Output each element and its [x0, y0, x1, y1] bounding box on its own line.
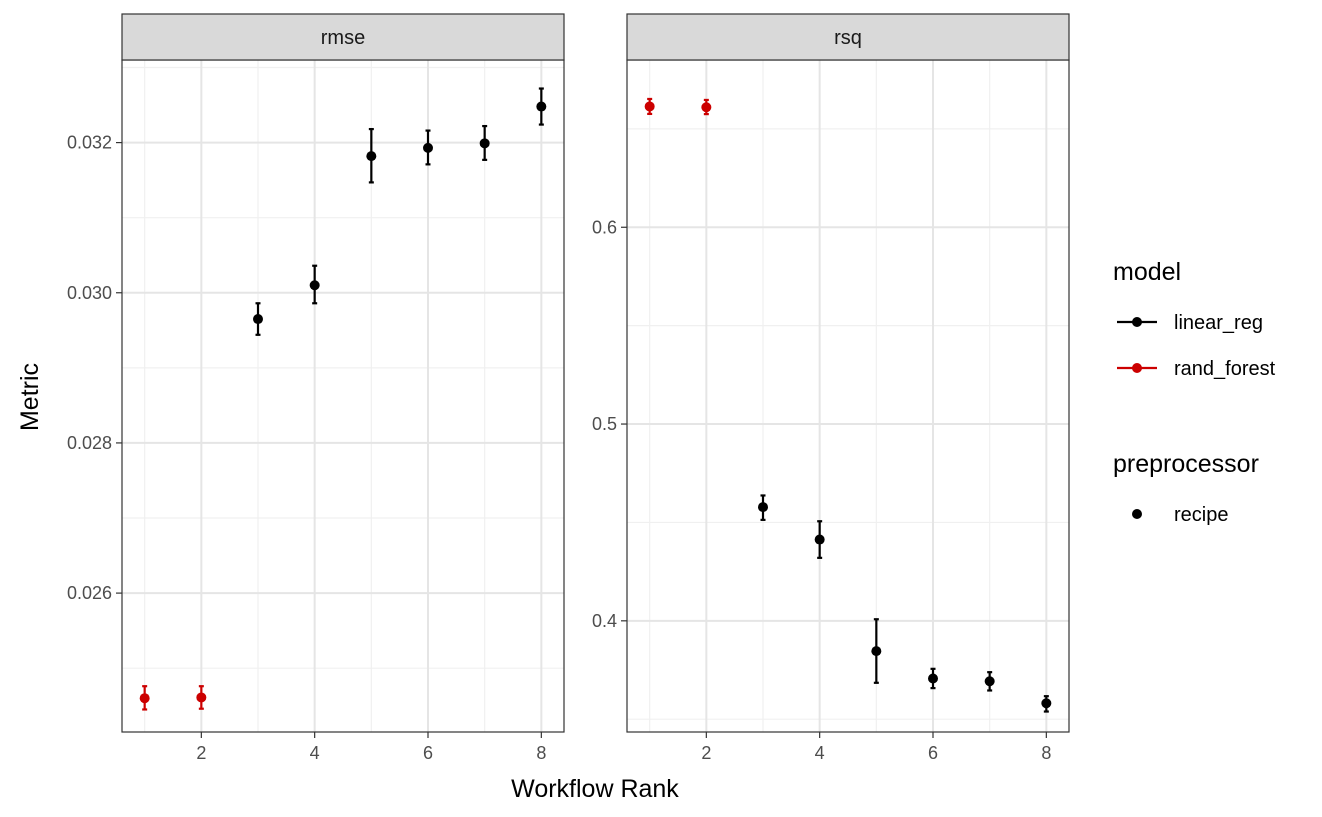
facet-strip-label: rsq: [834, 27, 862, 49]
x-tick-label: 2: [701, 743, 711, 763]
data-point-rand_forest: [644, 101, 655, 112]
data-point-linear_reg: [814, 534, 825, 545]
y-tick-label: 0.4: [592, 611, 617, 631]
data-point-linear_reg: [309, 280, 320, 291]
data-point-linear_reg: [479, 138, 490, 149]
legend-key-rand-forest: [1117, 363, 1157, 373]
data-point-linear_reg: [984, 676, 995, 687]
data-point-linear_reg: [871, 646, 882, 657]
x-tick-label: 6: [928, 743, 938, 763]
data-point-rand_forest: [139, 693, 150, 704]
data-point-linear_reg: [536, 101, 547, 112]
x-tick-label: 6: [423, 743, 433, 763]
legend-title-model: model: [1113, 258, 1181, 286]
facet-strip-label: rmse: [321, 27, 365, 49]
legend-title-preprocessor: preprocessor: [1113, 450, 1259, 478]
legend-label-rand-forest: rand_forest: [1174, 358, 1276, 380]
facet-panels: rmse 2 4 6 8 0.026 0.028 0.030 0.032 rsq 2 4 6 8 0.4 0.…: [67, 13, 1070, 763]
data-point-linear_reg: [423, 142, 433, 153]
data-point-rand_forest: [701, 102, 712, 113]
data-point-linear_reg: [758, 502, 768, 513]
y-tick-label: 0.5: [592, 414, 617, 434]
facet-panel-rsq: rsq 2 4 6 8 0.4 0.5 0.6: [592, 13, 1070, 763]
x-tick-label: 4: [310, 743, 320, 763]
y-tick-label: 0.6: [592, 217, 617, 237]
y-axis-title: Metric: [16, 363, 44, 431]
facet-strip: [626, 13, 1070, 61]
y-tick-label: 0.032: [67, 133, 112, 153]
x-tick-label: 8: [536, 743, 546, 763]
panel-background: [122, 60, 564, 732]
y-tick-label: 0.028: [67, 433, 112, 453]
data-point-linear_reg: [366, 151, 377, 162]
data-point-linear_reg: [928, 673, 938, 684]
legend-key-recipe: [1132, 509, 1142, 519]
legend-label-linear-reg: linear_reg: [1174, 312, 1263, 334]
legend-key-linear-reg: [1117, 317, 1157, 327]
facet-panel-rmse: rmse 2 4 6 8 0.026 0.028 0.030 0.032: [67, 13, 565, 763]
x-tick-label: 2: [196, 743, 206, 763]
x-axis-title: Workflow Rank: [511, 775, 679, 803]
facet-strip: [121, 13, 565, 61]
data-point-rand_forest: [196, 692, 207, 703]
legend-label-recipe: recipe: [1174, 504, 1228, 526]
y-tick-label: 0.026: [67, 583, 112, 603]
data-point-linear_reg: [253, 314, 263, 325]
data-point-linear_reg: [1041, 698, 1052, 709]
legend: model linear_reg rand_forest preprocesso…: [1113, 258, 1276, 526]
x-tick-label: 8: [1041, 743, 1051, 763]
y-tick-label: 0.030: [67, 283, 112, 303]
panel-background: [627, 60, 1069, 732]
x-tick-label: 4: [815, 743, 825, 763]
